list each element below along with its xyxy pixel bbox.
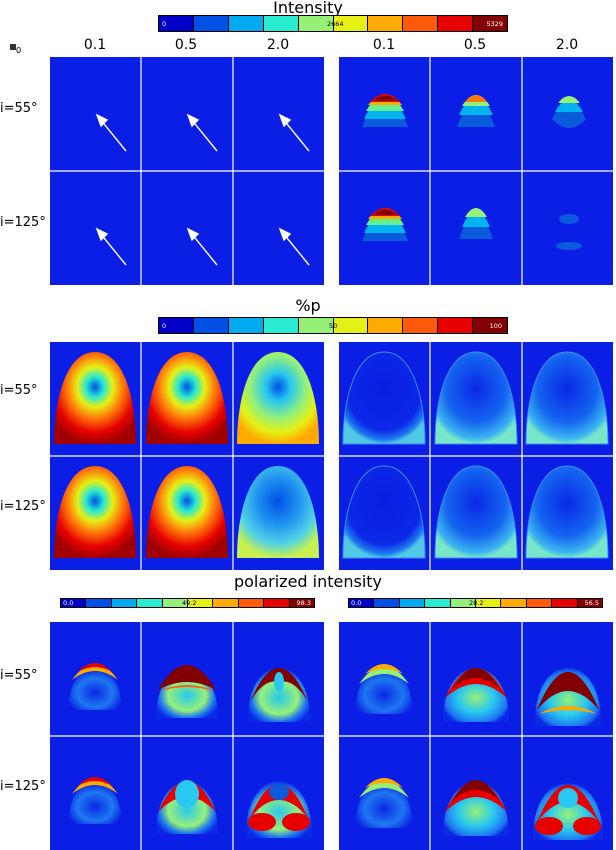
colorbar-segment xyxy=(368,318,404,333)
colorbar-segment xyxy=(263,318,299,333)
colorbar-segment xyxy=(333,16,369,31)
intensity-colorbar: 0 2664 5329 xyxy=(158,15,508,32)
colorbar-segment xyxy=(228,16,264,31)
colorbar-segment xyxy=(238,599,265,607)
colorbar-segment xyxy=(368,16,404,31)
polarized-panel-left xyxy=(50,622,324,850)
row-label: i=55° xyxy=(0,668,38,683)
column-label: 2.0 xyxy=(266,37,290,53)
colorbar-segment xyxy=(228,318,264,333)
colorbar-segment xyxy=(188,599,214,607)
parameter-subscript: 0 xyxy=(16,45,22,55)
colorbar-segment xyxy=(193,318,229,333)
intensity-colorbar-max: 5329 xyxy=(486,20,503,28)
percent-p-panel-right xyxy=(339,342,613,570)
percent-p-title: %p xyxy=(295,296,321,315)
polarized-intensity-title: polarized intensity xyxy=(233,572,383,591)
intensity-panel-left xyxy=(50,57,324,285)
row-label: i=55° xyxy=(0,383,38,398)
percent-p-right-svg xyxy=(339,342,613,570)
colorbar-segment xyxy=(298,318,334,333)
parameter-symbol-icon xyxy=(10,44,16,50)
colorbar-segment xyxy=(159,16,194,31)
colorbar-segment xyxy=(473,16,507,31)
colorbar-segment xyxy=(450,599,477,607)
column-label: 0.5 xyxy=(463,37,487,53)
colorbar-segment xyxy=(552,599,578,607)
percent-p-colorbar-mid: 50 xyxy=(329,322,338,330)
colorbar-segment xyxy=(137,599,163,607)
percent-p-colorbar-min: 0 xyxy=(162,322,167,330)
parameter-symbol: 0 xyxy=(10,42,21,55)
intensity-panel-right xyxy=(339,57,613,285)
polarized-left-colorbar: 0.0 49.2 98.3 xyxy=(60,598,315,608)
column-label: 2.0 xyxy=(555,37,579,53)
row-label: i=125° xyxy=(0,215,46,230)
colorbar-segment xyxy=(289,599,314,607)
intensity-title: Intensity xyxy=(273,0,343,17)
colorbar-segment xyxy=(526,599,553,607)
polarized-left-colorbar-max: 98.3 xyxy=(296,599,311,607)
colorbar-segment xyxy=(501,599,527,607)
row-label: i=125° xyxy=(0,499,46,514)
polarized-right-colorbar-max: 56.5 xyxy=(584,599,599,607)
colorbar-segment xyxy=(263,16,299,31)
polarized-left-svg xyxy=(50,622,324,850)
colorbar-segment xyxy=(438,318,474,333)
colorbar-segment xyxy=(333,318,369,333)
polarized-right-svg xyxy=(339,622,613,850)
column-label: 0.1 xyxy=(83,37,107,53)
colorbar-segment xyxy=(425,599,451,607)
colorbar-segment xyxy=(159,318,194,333)
percent-p-panel-left xyxy=(50,342,324,570)
intensity-colorbar-min: 0 xyxy=(162,20,167,28)
row-label: i=55° xyxy=(0,101,38,116)
percent-p-colorbar-max: 100 xyxy=(489,322,502,330)
colorbar-segment xyxy=(162,599,189,607)
colorbar-segment xyxy=(298,16,334,31)
percent-p-left-svg xyxy=(50,342,324,570)
column-label: 0.5 xyxy=(174,37,198,53)
column-label: 0.1 xyxy=(372,37,396,53)
polarized-right-colorbar: 0.0 28.2 56.5 xyxy=(348,598,603,608)
polarized-right-colorbar-min: 0.0 xyxy=(351,599,362,607)
colorbar-segment xyxy=(399,599,426,607)
colorbar-segment xyxy=(61,599,87,607)
percent-p-colorbar: 0 50 100 xyxy=(158,317,508,334)
intensity-colorbar-mid: 2664 xyxy=(327,20,344,28)
intensity-left-svg xyxy=(50,57,324,285)
colorbar-segment xyxy=(438,16,474,31)
row-label: i=125° xyxy=(0,779,46,794)
polarized-left-colorbar-mid: 49.2 xyxy=(182,599,197,607)
colorbar-segment xyxy=(193,16,229,31)
colorbar-segment xyxy=(264,599,290,607)
polarized-left-colorbar-min: 0.0 xyxy=(63,599,74,607)
colorbar-segment xyxy=(111,599,138,607)
colorbar-segment xyxy=(403,318,439,333)
colorbar-segment xyxy=(403,16,439,31)
colorbar-segment xyxy=(86,599,112,607)
colorbar-segment xyxy=(476,599,502,607)
polarized-right-colorbar-mid: 28.2 xyxy=(469,599,484,607)
colorbar-segment xyxy=(577,599,602,607)
colorbar-segment xyxy=(349,599,375,607)
colorbar-segment xyxy=(473,318,507,333)
colorbar-segment xyxy=(374,599,400,607)
colorbar-segment xyxy=(213,599,239,607)
intensity-right-svg xyxy=(339,57,613,285)
polarized-panel-right xyxy=(339,622,613,850)
